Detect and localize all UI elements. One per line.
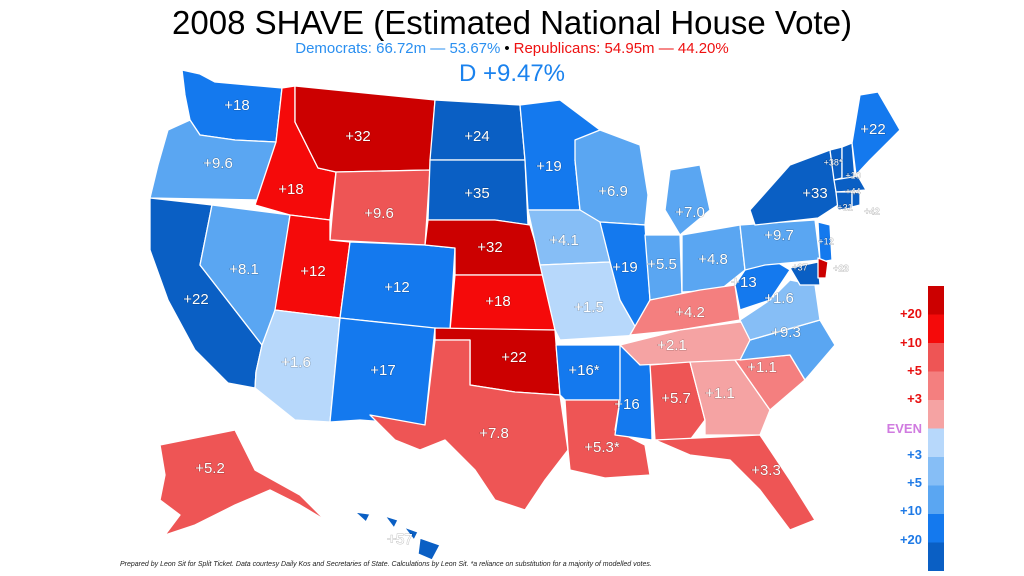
legend-label-R5: +5: [907, 363, 922, 378]
footnote: Prepared by Leon Sit for Split Ticket. D…: [120, 561, 652, 568]
legend-swatch-R5: [928, 343, 944, 372]
label-UT: +12: [300, 263, 325, 280]
legend-label-D3: +3: [907, 447, 922, 462]
state-RI: [851, 191, 861, 208]
state-HI: [354, 511, 441, 561]
label-OK: +22: [501, 349, 526, 366]
label-TX: +7.8: [479, 425, 509, 442]
legend-swatch-D5: [928, 485, 944, 514]
label-IA: +4.1: [549, 232, 579, 249]
national-margin: D +9.47%: [458, 60, 566, 87]
label-WI: +6.9: [598, 183, 628, 200]
label-NJ: +12: [818, 236, 833, 246]
label-OH: +4.8: [698, 251, 728, 268]
legend-swatch-R10: [928, 314, 944, 343]
legend-label-R20: +20: [899, 306, 922, 321]
label-AZ: +1.6: [281, 354, 311, 371]
label-NC: +9.3: [771, 324, 801, 341]
state-ME: [851, 91, 901, 176]
label-KY: +4.2: [675, 304, 705, 321]
label-MI: +7.0: [675, 204, 705, 221]
legend-label-EVEN: EVEN: [886, 421, 922, 436]
vote-summary: Democrats: 66.72m — 53.67% • Republicans: …: [0, 40, 1024, 57]
legend-label-D20: +20: [899, 532, 922, 547]
label-MD: +37: [792, 262, 807, 272]
label-MO: +1.5: [574, 299, 604, 316]
state-FL: [654, 434, 816, 531]
label-OR: +9.6: [203, 155, 233, 172]
label-DE: +23: [833, 263, 848, 273]
legend-swatch-D10: [928, 514, 944, 543]
label-AK: +5.2: [195, 460, 225, 477]
label-CT: +42: [864, 206, 879, 216]
state-CT: [835, 191, 853, 211]
label-MA: +44: [845, 186, 860, 196]
label-NE: +32: [477, 239, 502, 256]
legend-label-D5: +5: [907, 475, 922, 490]
summary-separator: •: [504, 40, 510, 57]
state-MI: [664, 164, 711, 236]
label-NV: +8.1: [229, 261, 259, 278]
label-ME: +22: [860, 121, 885, 138]
state-IL: [599, 221, 651, 336]
state-CO: [339, 241, 456, 331]
label-IN: +5.5: [647, 256, 677, 273]
legend-swatch-R20: [928, 286, 944, 315]
label-VT: +38*: [824, 157, 843, 167]
rep-summary: Republicans: 54.95m — 44.20%: [513, 40, 729, 57]
state-MA: [833, 175, 867, 193]
legend-swatch-R3: [928, 371, 944, 400]
label-WV: +13: [731, 274, 756, 291]
state-PA: [739, 219, 821, 271]
label-MT: +32: [345, 128, 370, 145]
label-RI: +31: [837, 202, 852, 212]
label-HI: +57: [387, 531, 412, 548]
state-OH: [681, 224, 746, 293]
state-WI: [574, 129, 649, 226]
state-AK: [159, 429, 326, 536]
label-FL: +3.3: [751, 462, 781, 479]
state-MD: [789, 261, 821, 286]
label-ID: +18: [278, 181, 303, 198]
label-AR: +16*: [568, 362, 599, 379]
label-ND: +24: [464, 128, 489, 145]
legend-swatch-R1: [928, 400, 944, 429]
legend-label-R3: +3: [907, 391, 922, 406]
label-MS: +16: [614, 396, 639, 413]
label-PA: +9.7: [764, 227, 794, 244]
label-SC: +1.1: [747, 359, 777, 376]
legend-label-D10: +10: [899, 503, 922, 518]
label-MN: +19: [536, 158, 561, 175]
label-WY: +9.6: [364, 205, 394, 222]
label-AL: +5.7: [661, 390, 691, 407]
label-KS: +18: [485, 293, 510, 310]
label-CO: +12: [384, 279, 409, 296]
state-AL: [649, 361, 706, 441]
legend-swatch-D20: [928, 542, 944, 571]
label-NH: +10: [845, 170, 860, 180]
legend-label-R10: +10: [899, 335, 922, 350]
legend-color-bar: [928, 286, 944, 571]
label-NM: +17: [370, 362, 395, 379]
state-TX: [369, 339, 569, 511]
label-IL: +19: [612, 259, 637, 276]
legend-swatch-D3: [928, 457, 944, 486]
label-VA: +1.6: [764, 290, 794, 307]
label-SD: +35: [464, 185, 489, 202]
label-WA: +18: [224, 97, 249, 114]
map-title: 2008 SHAVE (Estimated National House Vot…: [172, 4, 852, 41]
state-NJ: [817, 221, 833, 263]
label-LA: +5.3*: [584, 439, 620, 456]
dem-summary: Democrats: 66.72m — 53.67%: [295, 40, 501, 57]
label-NY: +33: [802, 185, 827, 202]
label-CA: +22: [183, 291, 208, 308]
state-DE: [817, 257, 829, 279]
label-GA: +1.1: [705, 385, 735, 402]
label-TN: +2.1: [657, 337, 687, 354]
legend-swatch-D1: [928, 428, 944, 457]
